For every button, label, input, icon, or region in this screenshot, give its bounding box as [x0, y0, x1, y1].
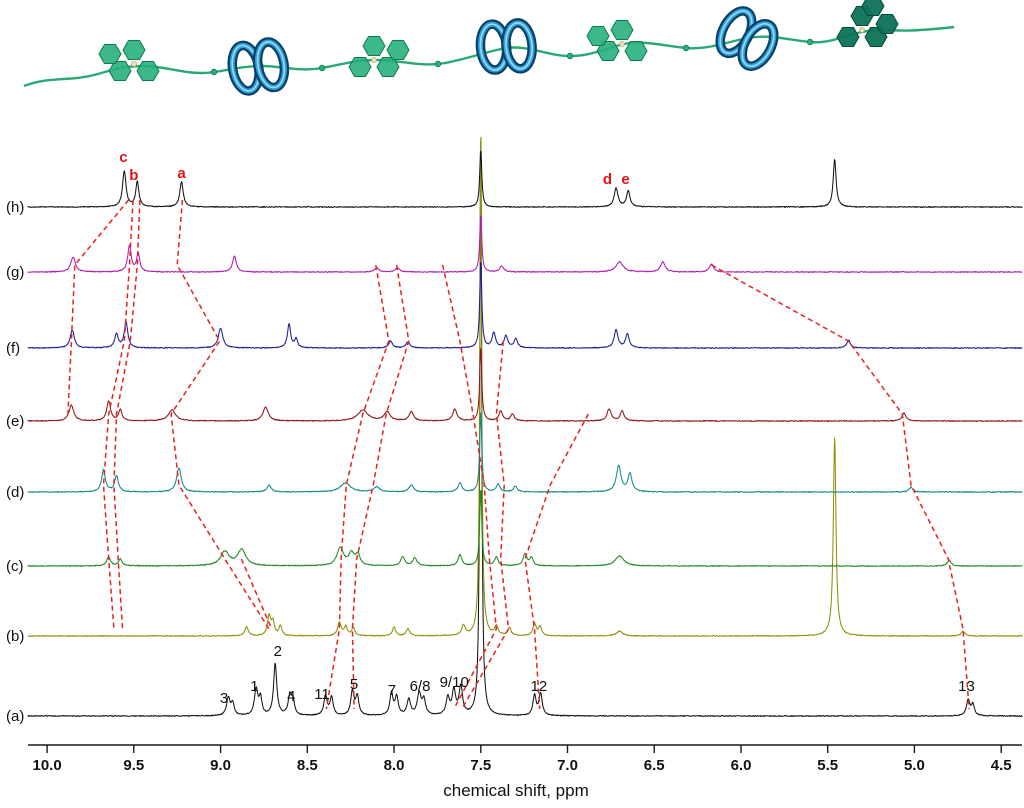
chain-bead: [434, 60, 442, 68]
peak-label-c: c: [119, 149, 127, 166]
aromatic-cluster: [348, 36, 410, 77]
x-tick-label-7.0: 7.0: [557, 757, 578, 774]
connector-line: [240, 558, 273, 630]
macrocycle-ring: [256, 41, 286, 89]
connector-line: [524, 413, 589, 710]
peak-label-9-10: 9/10: [440, 674, 469, 691]
hexagon-ring: [586, 26, 610, 46]
connector-line: [170, 199, 270, 630]
row-label-a: (a): [6, 708, 24, 725]
aromatic-cluster: [836, 0, 899, 47]
peak-label-4: 4: [287, 688, 295, 705]
connector-line: [113, 199, 141, 630]
hexagon-ring: [108, 61, 132, 81]
chain-bead: [806, 38, 814, 46]
macrocycle-ring-pair: [715, 6, 779, 71]
peak-label-2: 2: [274, 643, 282, 660]
hexagon-ring: [136, 61, 160, 81]
x-tick-label-8.0: 8.0: [384, 757, 405, 774]
cluster-center-dot: [131, 61, 137, 67]
row-label-c: (c): [6, 558, 24, 575]
peak-shift-connectors: [67, 199, 970, 710]
row-label-h: (h): [6, 199, 24, 216]
spectrum-f: [27, 262, 1023, 349]
x-tick-label-7.5: 7.5: [470, 757, 491, 774]
row-label-f: (f): [6, 340, 20, 357]
hexagon-ring: [624, 41, 648, 61]
spectrum-c: [27, 490, 1023, 567]
connector-line: [441, 264, 498, 710]
row-label-d: (d): [6, 484, 24, 501]
hexagon-ring: [376, 57, 400, 77]
chain-bead: [566, 52, 574, 60]
x-axis-title: chemical shift, ppm: [443, 781, 589, 800]
connector-line: [461, 340, 510, 710]
chain-bead: [210, 68, 218, 76]
spectrum-h: [27, 150, 1023, 208]
peak-label-12: 12: [531, 678, 548, 695]
hexagon-ring: [122, 40, 146, 60]
connector-line: [325, 264, 390, 710]
peak-label-5: 5: [350, 676, 358, 693]
molecule-cartoon: [23, 0, 955, 96]
x-tick-label-9.0: 9.0: [210, 757, 231, 774]
x-tick-label-9.5: 9.5: [123, 757, 144, 774]
row-label-g: (g): [6, 264, 24, 281]
peak-label-1: 1: [250, 678, 258, 695]
spectrum-g: [27, 215, 1023, 273]
spectrum-e: [27, 348, 1023, 422]
cluster-center-dot: [371, 57, 377, 63]
macrocycle-ring-pair: [227, 37, 290, 96]
hexagon-ring: [875, 14, 899, 34]
polymer-chain: [23, 25, 955, 88]
hexagon-ring: [362, 36, 386, 56]
x-tick-label-10.0: 10.0: [32, 757, 61, 774]
row-label-b: (b): [6, 628, 24, 645]
peak-label-b: b: [129, 167, 138, 184]
connector-line: [711, 264, 970, 710]
peak-label-7: 7: [388, 682, 396, 699]
chain-bead: [318, 64, 326, 72]
spectrum-a: [27, 144, 1023, 717]
connector-line: [351, 264, 410, 710]
peak-label-e: e: [621, 171, 629, 188]
hexagon-ring: [610, 20, 634, 40]
spectrum-b: [27, 136, 1023, 637]
chain-bead: [682, 44, 690, 52]
peak-label-3: 3: [220, 690, 228, 707]
cluster-center-dot: [619, 41, 625, 47]
x-tick-label-4.5: 4.5: [991, 757, 1012, 774]
peak-label-6-8: 6/8: [410, 678, 431, 695]
hexagon-ring: [98, 44, 122, 64]
peak-label-11: 11: [314, 686, 330, 703]
hexagon-ring: [836, 27, 860, 47]
x-tick-label-6.0: 6.0: [731, 757, 752, 774]
spectra-traces: [27, 136, 1023, 717]
x-tick-label-5.0: 5.0: [904, 757, 925, 774]
peak-label-a: a: [177, 165, 186, 182]
macrocycle-ring-pair: [475, 18, 537, 75]
x-tick-label-6.5: 6.5: [644, 757, 665, 774]
row-labels: (a) (b) (c) (d) (e) (f) (g) (h): [6, 199, 24, 725]
hexagon-ring: [386, 40, 410, 60]
aromatic-cluster: [98, 40, 160, 81]
aromatic-cluster: [586, 20, 648, 61]
peak-label-13: 13: [958, 678, 975, 695]
connector-line: [102, 199, 134, 630]
x-tick-label-5.5: 5.5: [817, 757, 838, 774]
hexagon-ring: [348, 57, 372, 77]
cluster-center-dot: [859, 27, 865, 33]
macrocycle-ring: [741, 22, 775, 67]
spectrum-d: [27, 412, 1023, 493]
x-tick-label-8.5: 8.5: [297, 757, 318, 774]
row-label-e: (e): [6, 413, 24, 430]
connector-line: [67, 199, 130, 415]
peak-label-d: d: [603, 171, 612, 188]
x-axis: chemical shift, ppm 10.0 9.5 9.0 8.5 8.0 7.5 7…: [28, 744, 1022, 800]
